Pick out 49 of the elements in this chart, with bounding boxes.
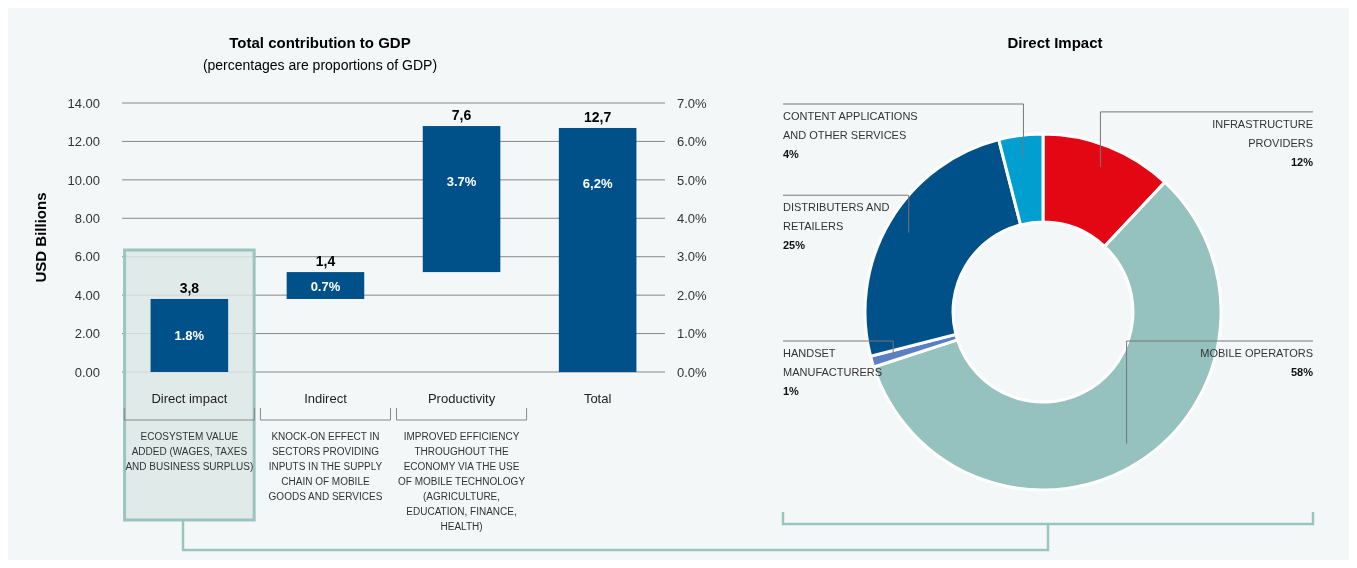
data-label: 1% <box>783 385 800 397</box>
chart-title: Direct Impact <box>1007 34 1103 51</box>
slice-label: MOBILE OPERATORS <box>1200 347 1313 359</box>
text: IMPROVED EFFICIENCY THROUGHOUT THE ECONOMY VIA THE USE OF MOBILE TECHNOLOGY (AGRICULTURE, EDUCATION, FINANCE, HEALTH) <box>398 431 526 532</box>
chart-title: Total contribution to GDP <box>229 34 411 51</box>
x-tick-label: Direct impact <box>151 391 228 406</box>
slice-label: CONTENT APPLICATIONS AND OTHER SERVICES <box>783 110 918 141</box>
bar <box>558 127 637 372</box>
slice-label: DISTRIBUTERS AND RETAILERS <box>783 201 890 233</box>
data-label: 25% <box>783 239 806 252</box>
y-tick-label: 14.00 <box>67 95 100 111</box>
data-label: 7,6 <box>451 107 472 124</box>
data-label: 58% <box>1290 366 1314 378</box>
y2-tick-label: 5.0% <box>677 172 708 188</box>
y2-tick-label: 1.0% <box>677 326 708 342</box>
annotation: 0.7% <box>310 278 341 294</box>
y-tick-label: 0.00 <box>74 364 100 380</box>
y-axis-title: USD Billions <box>32 192 49 283</box>
x-tick-label: Total <box>583 391 612 406</box>
bar <box>422 126 501 273</box>
y-tick-label: 6.00 <box>74 249 100 265</box>
y2-tick-label: 6.0% <box>677 134 708 150</box>
text: ECOSYSTEM VALUE ADDED (WAGES, TAXES AND BUSINESS SURPLUS) <box>125 431 254 472</box>
annotation: 3.7% <box>446 174 477 190</box>
data-label: 12,7 <box>584 108 612 125</box>
bar <box>286 272 365 299</box>
y-tick-label: 10.00 <box>67 172 100 188</box>
y2-tick-label: 3.0% <box>677 249 708 265</box>
bar <box>150 298 229 372</box>
y-tick-label: 12.00 <box>67 134 100 150</box>
y-tick-label: 4.00 <box>74 287 100 303</box>
slice-label: INFRASTRUCTURE PROVIDERS <box>1212 117 1313 149</box>
data-label: 12% <box>1290 155 1314 168</box>
data-label: 4% <box>783 148 800 160</box>
slice-label: HANDSET MANUFACTURERS <box>783 347 883 378</box>
x-tick-label: Indirect <box>304 391 348 406</box>
y2-tick-label: 2.0% <box>677 287 708 303</box>
annotation: 1.8% <box>174 328 205 344</box>
x-tick-label: Productivity <box>427 391 496 406</box>
annotation: 6,2% <box>582 175 613 191</box>
y2-tick-label: 4.0% <box>677 210 708 226</box>
y2-tick-label: 0.0% <box>677 364 708 380</box>
y-tick-label: 8.00 <box>74 210 100 226</box>
data-label: 3,8 <box>179 279 200 296</box>
text: KNOCK-ON EFFECT IN SECTORS PROVIDING INPUTS IN THE SUPPLY CHAIN OF MOBILE GOODS AND SERVICES <box>268 431 383 502</box>
chart-subtitle: (percentages are proportions of GDP) <box>202 57 438 73</box>
data-label: 1,4 <box>315 253 336 270</box>
y-tick-label: 2.00 <box>74 326 100 342</box>
y2-tick-label: 7.0% <box>677 95 708 111</box>
